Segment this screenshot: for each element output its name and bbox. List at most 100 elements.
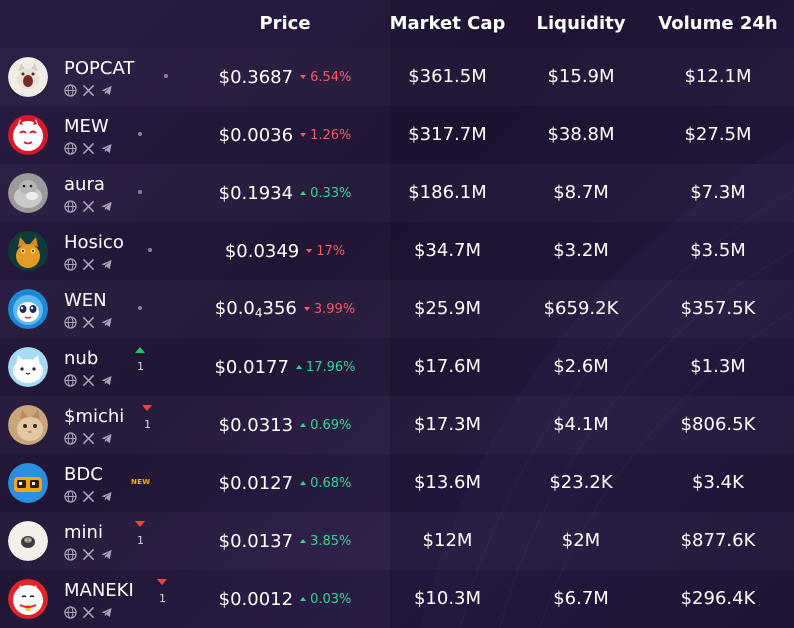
table-row[interactable]: nub 1 $0.0177 17.96% $17.6M $2.6M $1.3M [0, 338, 794, 396]
price-change: 0.33% [300, 186, 351, 201]
x-twitter-icon[interactable] [82, 432, 95, 445]
liquidity-value: $23.2K [549, 472, 613, 493]
bdc-avatar [8, 463, 48, 503]
liquidity-value: $659.2K [543, 298, 619, 319]
price-cell: $0.0127 0.68% [200, 454, 370, 512]
table-row[interactable]: MANEKI 1 $0.0012 0.03% $10.3M $6.7M $296.4K [0, 570, 794, 628]
header-price[interactable]: Price [259, 13, 311, 34]
telegram-icon[interactable] [100, 142, 113, 155]
x-twitter-icon[interactable] [82, 606, 95, 619]
website-globe-icon[interactable] [64, 373, 77, 387]
caret-down-icon [300, 133, 307, 137]
price-cell: $0.0313 0.69% [200, 396, 370, 454]
token-name[interactable]: $michi [64, 406, 125, 427]
table-row[interactable]: mini 1 $0.0137 3.85% $12M $2M $877.6K [0, 512, 794, 570]
price-zero-count: 4 [254, 306, 263, 320]
caret-up-icon [300, 423, 307, 427]
table-row[interactable]: Hosico $0.0349 17% $34.7M $3.2M $3.5M [0, 222, 794, 280]
x-twitter-icon[interactable] [82, 316, 95, 329]
x-twitter-icon[interactable] [82, 548, 95, 561]
table-row[interactable]: MEW $0.0036 1.26% $317.7M $38.8M $27.5M [0, 106, 794, 164]
token-name[interactable]: MANEKI [64, 580, 134, 601]
token-name[interactable]: nub [64, 348, 99, 369]
caret-up-icon [295, 365, 302, 369]
market-cap-value: $361.5M [408, 66, 487, 87]
social-links [64, 373, 113, 387]
website-globe-icon[interactable] [64, 315, 77, 329]
telegram-icon[interactable] [100, 200, 113, 213]
telegram-icon[interactable] [100, 606, 113, 619]
telegram-icon[interactable] [100, 258, 113, 271]
telegram-icon[interactable] [100, 548, 113, 561]
liquidity-value: $15.9M [547, 66, 615, 87]
header-market-cap[interactable]: Market Cap [389, 13, 506, 34]
x-twitter-icon[interactable] [82, 200, 95, 213]
status-dot [164, 74, 168, 78]
website-globe-icon[interactable] [64, 257, 77, 271]
x-twitter-icon[interactable] [82, 84, 95, 97]
token-name[interactable]: POPCAT [64, 58, 135, 79]
website-globe-icon[interactable] [64, 547, 77, 561]
liquidity-value: $2.6M [553, 356, 609, 377]
token-name[interactable]: MEW [64, 116, 109, 137]
token-name[interactable]: Hosico [64, 232, 124, 253]
price-value: $0.0313 [218, 414, 294, 436]
website-globe-icon[interactable] [64, 83, 77, 97]
price-cell: $0.0349 17% [200, 222, 370, 280]
price-value: $0.0 [214, 298, 255, 319]
numeric-columns-shade [390, 0, 794, 628]
table-row[interactable]: WEN $0.04356 3.99% $25.9M $659.2K $357.5K [0, 280, 794, 338]
price-change-value: 17% [316, 243, 346, 259]
rank-up-arrow-icon [135, 347, 145, 353]
social-links [64, 605, 113, 619]
telegram-icon[interactable] [100, 374, 113, 387]
telegram-icon[interactable] [100, 84, 113, 97]
table-header: Price Market Cap Liquidity Volume 24h [0, 0, 794, 48]
website-globe-icon[interactable] [64, 431, 77, 445]
price-change-value: 0.69% [310, 417, 352, 433]
token-name[interactable]: BDC [64, 464, 103, 485]
social-links [64, 547, 113, 561]
header-volume[interactable]: Volume 24h [658, 13, 778, 34]
telegram-icon[interactable] [100, 432, 113, 445]
token-name[interactable]: mini [64, 522, 103, 543]
hosico-avatar [8, 231, 48, 271]
price-change: 6.54% [300, 70, 351, 85]
telegram-icon[interactable] [100, 490, 113, 503]
social-links [64, 431, 113, 445]
rank-down-arrow-icon [157, 579, 167, 585]
token-name[interactable]: WEN [64, 290, 107, 311]
x-twitter-icon[interactable] [82, 258, 95, 271]
status-dot [138, 190, 142, 194]
price-change-value: 0.03% [310, 591, 352, 607]
price-cell: $0.1934 0.33% [200, 164, 370, 222]
price-value: $0.3687 [218, 66, 294, 88]
price-digits: 356 [262, 298, 297, 319]
website-globe-icon[interactable] [64, 141, 77, 155]
volume-value: $296.4K [680, 588, 756, 609]
price-value: $0.0012 [218, 588, 294, 610]
website-globe-icon[interactable] [64, 199, 77, 213]
x-twitter-icon[interactable] [82, 490, 95, 503]
token-price: $0.3687 [219, 67, 293, 88]
website-globe-icon[interactable] [64, 605, 77, 619]
table-row[interactable]: BDC NEW $0.0127 0.68% $13.6M $23.2K $3.4K [0, 454, 794, 512]
mini-avatar [8, 521, 48, 561]
price-cell: $0.0036 1.26% [200, 106, 370, 164]
price-change: 17% [306, 244, 345, 259]
token-price: $0.0012 [219, 589, 293, 610]
price-cell: $0.0012 0.03% [200, 570, 370, 628]
telegram-icon[interactable] [100, 316, 113, 329]
x-twitter-icon[interactable] [82, 374, 95, 387]
token-name[interactable]: aura [64, 174, 105, 195]
header-liquidity[interactable]: Liquidity [536, 13, 626, 34]
website-globe-icon[interactable] [64, 489, 77, 503]
table-row[interactable]: aura $0.1934 0.33% $186.1M $8.7M $7.3M [0, 164, 794, 222]
token-price: $0.0349 [225, 241, 299, 262]
x-twitter-icon[interactable] [82, 142, 95, 155]
status-dot [138, 132, 142, 136]
volume-value: $877.6K [680, 530, 756, 551]
table-row[interactable]: $michi 1 $0.0313 0.69% $17.3M $4.1M $806.5K [0, 396, 794, 454]
market-cap-value: $10.3M [413, 588, 482, 609]
table-row[interactable]: POPCAT $0.3687 6.54% $361.5M $15.9M $12.1M [0, 48, 794, 106]
